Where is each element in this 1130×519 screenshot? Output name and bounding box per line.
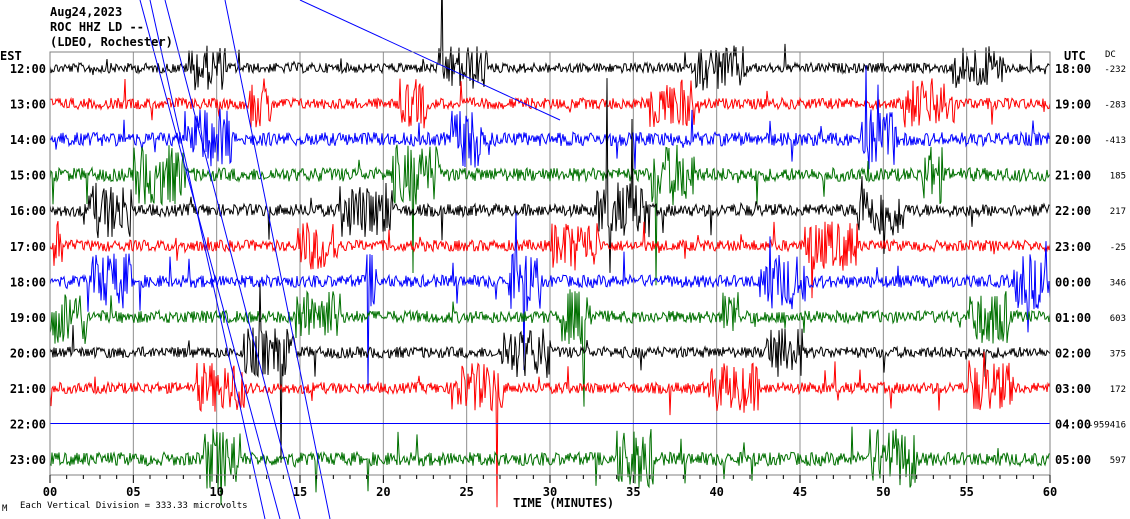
utc-label: 19:00 [1055, 98, 1091, 112]
trace-13:00 [49, 78, 1051, 129]
x-tick-label: 15 [293, 485, 307, 499]
trace-12:00 [49, 0, 1051, 91]
trace-17:00 [49, 220, 1051, 299]
dc-value: -25 [1110, 243, 1126, 253]
est-label: 23:00 [10, 453, 46, 467]
dc-value: -283 [1104, 101, 1126, 111]
x-tick-label: 55 [959, 485, 973, 499]
dc-value: -413 [1104, 136, 1126, 146]
x-tick-label: 45 [793, 485, 807, 499]
dc-value: -959416 [1088, 421, 1126, 431]
x-tick-label: 00 [43, 485, 57, 499]
est-label: 22:00 [10, 418, 46, 432]
est-label: 16:00 [10, 204, 46, 218]
est-label: 13:00 [10, 98, 46, 112]
utc-label: 23:00 [1055, 240, 1091, 254]
x-tick-label: 60 [1043, 485, 1057, 499]
trace-20:00 [49, 283, 1051, 463]
est-label: 19:00 [10, 311, 46, 325]
est-label: 20:00 [10, 346, 46, 360]
dc-value: 603 [1110, 314, 1126, 324]
est-label: 17:00 [10, 240, 46, 254]
offscale-trace [299, 0, 561, 121]
est-label: 18:00 [10, 275, 46, 289]
dc-value: 185 [1110, 172, 1126, 182]
title-line-1: Aug24,2023 [50, 5, 122, 19]
grid [132, 52, 968, 475]
trace-23:00 [49, 426, 1051, 506]
dc-value: 597 [1110, 456, 1126, 466]
x-tick-label: 30 [543, 485, 557, 499]
utc-label: 05:00 [1055, 453, 1091, 467]
trace-21:00 [49, 351, 1051, 508]
est-label: 21:00 [10, 382, 46, 396]
est-axis-title: EST [0, 49, 22, 63]
x-tick-label: 20 [376, 485, 390, 499]
utc-label: 22:00 [1055, 204, 1091, 218]
utc-label: 00:00 [1055, 275, 1091, 289]
row-labels: 12:00 18:00 -232 13:00 19:00 -283 14:00 20:00 -4… [10, 62, 1126, 467]
utc-label: 20:00 [1055, 133, 1091, 147]
utc-label: 04:00 [1055, 418, 1091, 432]
x-tick-label: 10 [209, 485, 223, 499]
title-line-2: ROC HHZ LD -- [50, 20, 144, 34]
scale-note: Each Vertical Division = 333.33 microvol… [20, 501, 248, 511]
dc-value: 217 [1110, 207, 1126, 217]
x-axis-label: TIME (MINUTES) [513, 496, 614, 510]
est-label: 12:00 [10, 62, 46, 76]
x-tick-label: 50 [876, 485, 890, 499]
dc-value: -232 [1104, 65, 1126, 75]
offscale-trace [149, 0, 266, 519]
utc-label: 02:00 [1055, 346, 1091, 360]
x-tick-label: 35 [626, 485, 640, 499]
offscale-trace [139, 0, 281, 519]
x-tick-label: 25 [459, 485, 473, 499]
x-tick-label: 05 [126, 485, 140, 499]
utc-label: 21:00 [1055, 169, 1091, 183]
dc-title: DC [1105, 50, 1116, 60]
dc-value: 346 [1110, 278, 1126, 288]
offscale-trace [164, 0, 301, 519]
traces [49, 0, 1051, 519]
title-line-3: (LDEO, Rochester) [50, 35, 173, 49]
trace-19:00 [49, 289, 1051, 407]
offscale-trace [224, 0, 331, 519]
utc-axis-title: UTC [1064, 49, 1086, 63]
corner-mark: M [2, 504, 8, 514]
trace-14:00 [49, 65, 1051, 170]
utc-label: 18:00 [1055, 62, 1091, 76]
est-label: 14:00 [10, 133, 46, 147]
trace-16:00 [49, 78, 1051, 273]
dc-value: 375 [1110, 349, 1126, 359]
utc-label: 03:00 [1055, 382, 1091, 396]
x-axis: 00 05 10 15 20 25 30 35 40 45 50 55 60 [43, 475, 1057, 499]
utc-label: 01:00 [1055, 311, 1091, 325]
dc-value: 172 [1110, 385, 1126, 395]
x-tick-label: 40 [709, 485, 723, 499]
trace-15:00 [49, 144, 1051, 286]
est-label: 15:00 [10, 169, 46, 183]
